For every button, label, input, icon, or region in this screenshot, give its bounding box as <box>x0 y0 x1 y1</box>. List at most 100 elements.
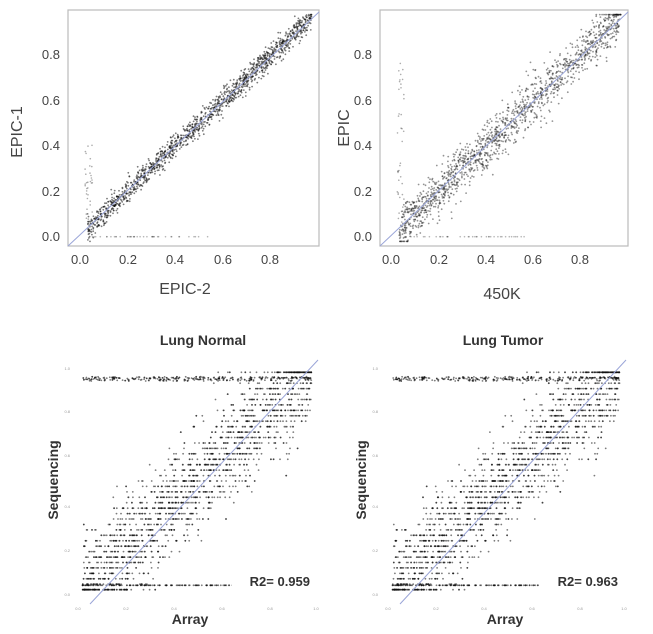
scatter-point <box>245 379 248 382</box>
scatter-point <box>553 96 555 99</box>
scatter-point <box>551 72 554 75</box>
scatter-point <box>497 139 500 142</box>
scatter-point <box>486 164 489 167</box>
scatter-point <box>435 195 438 198</box>
scatter-point <box>441 195 444 198</box>
scatter-point <box>273 58 276 60</box>
scatter-point <box>276 42 278 44</box>
scatter-point <box>607 46 609 48</box>
scatter-point <box>476 167 479 169</box>
scatter-point <box>238 458 241 461</box>
scatter-point <box>105 550 108 553</box>
scatter-point <box>83 567 86 569</box>
scatter-point <box>246 73 249 76</box>
scatter-point <box>439 202 442 205</box>
scatter-point <box>181 474 184 477</box>
scatter-point <box>247 409 250 412</box>
scatter-point <box>527 96 530 98</box>
scatter-point <box>495 139 498 142</box>
scatter-point <box>574 46 577 48</box>
scatter-point <box>419 220 422 223</box>
scatter-point <box>139 501 142 504</box>
scatter-point <box>157 164 160 167</box>
scatter-point <box>433 195 436 198</box>
scatter-point <box>304 31 306 33</box>
scatter-point <box>401 193 404 196</box>
scatter-point <box>483 167 486 170</box>
scatter-point <box>309 409 311 412</box>
scatter-point <box>588 55 591 58</box>
scatter-point <box>453 159 456 162</box>
scatter-point <box>229 79 232 82</box>
scatter-point <box>437 211 440 213</box>
scatter-point <box>148 463 151 466</box>
scatter-point <box>557 70 560 72</box>
scatter-point <box>170 235 172 238</box>
scatter-point <box>87 237 90 239</box>
scatter-point <box>262 436 265 439</box>
scatter-point <box>220 105 222 107</box>
scatter-point <box>288 398 291 401</box>
scatter-point <box>403 97 405 100</box>
scatter-point <box>403 232 406 235</box>
scatter-point <box>550 69 552 72</box>
scatter-point <box>531 105 534 108</box>
scatter-point <box>555 83 557 85</box>
scatter-point <box>578 71 580 74</box>
scatter-point <box>398 237 401 240</box>
scatter-point <box>175 148 177 151</box>
scatter-point <box>266 53 269 56</box>
scatter-point <box>97 567 100 569</box>
scatter-point <box>197 534 200 537</box>
scatter-point <box>498 147 500 150</box>
scatter-point <box>143 176 145 179</box>
scatter-point <box>220 113 223 116</box>
scatter-point <box>289 30 292 33</box>
scatter-point <box>609 46 612 49</box>
scatter-point <box>540 101 543 104</box>
scatter-point <box>548 71 551 74</box>
scatter-point <box>428 235 431 238</box>
scatter-point <box>610 33 612 35</box>
scatter-point <box>525 87 528 90</box>
scatter-point <box>170 139 173 142</box>
scatter-point <box>404 205 407 208</box>
scatter-point <box>90 220 92 223</box>
scatter-point <box>232 501 235 504</box>
scatter-point <box>175 145 178 148</box>
scatter-point <box>193 235 195 238</box>
scatter-point <box>214 102 217 105</box>
scatter-point <box>243 73 246 75</box>
scatter-point <box>607 15 610 17</box>
scatter-point <box>459 158 461 161</box>
scatter-point <box>556 63 558 66</box>
scatter-point <box>253 69 256 71</box>
scatter-point <box>444 194 446 197</box>
scatter-point <box>216 112 219 114</box>
scatter-point <box>300 29 303 32</box>
scatter-point <box>235 425 238 428</box>
scatter-point <box>236 79 239 82</box>
scatter-point <box>612 13 615 16</box>
scatter-point <box>596 42 598 45</box>
scatter-point <box>602 26 604 28</box>
scatter-point <box>296 27 298 30</box>
scatter-point <box>505 151 507 154</box>
scatter-point <box>527 126 529 129</box>
scatter-point <box>281 376 284 379</box>
scatter-point <box>228 100 231 103</box>
scatter-point <box>224 93 226 96</box>
scatter-point <box>302 29 305 32</box>
scatter-point <box>140 188 143 191</box>
scatter-point <box>480 163 483 166</box>
scatter-point <box>168 161 171 164</box>
scatter-point <box>214 398 217 401</box>
scatter-point <box>409 209 412 212</box>
scatter-point <box>562 83 565 86</box>
scatter-point <box>154 172 156 175</box>
scatter-point <box>430 204 433 206</box>
scatter-point <box>445 177 448 179</box>
scatter-point <box>575 51 578 54</box>
scatter-point <box>202 474 205 477</box>
scatter-point <box>263 71 266 74</box>
